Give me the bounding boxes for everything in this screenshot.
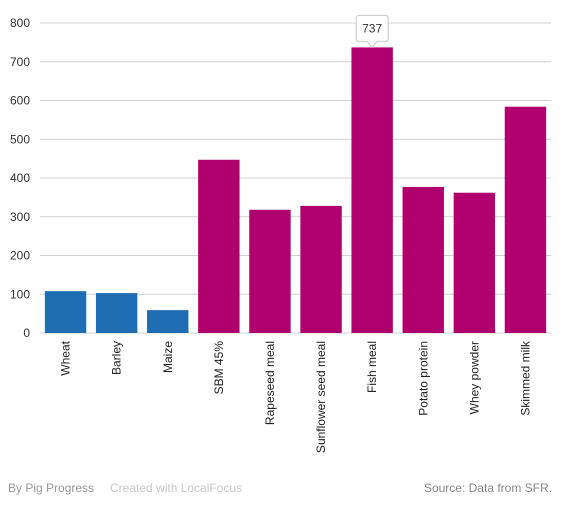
y-tick-label: 600 (10, 94, 30, 108)
bar[interactable] (504, 106, 547, 333)
y-axis-tick-labels: 0 100 200 300 400 500 600 700 800 (10, 16, 30, 340)
footer-created-link[interactable]: Created with LocalFocus (110, 481, 243, 495)
y-tick-label: 300 (10, 210, 30, 224)
bar[interactable] (402, 186, 444, 333)
x-axis-category-labels: Wheat Barley Maize SBM 45% Rapeseed meal Sunf… (59, 340, 533, 453)
y-tick-label: 500 (10, 132, 30, 146)
x-category-label: SBM 45% (212, 341, 226, 395)
y-tick-label: 100 (10, 287, 30, 301)
bar[interactable] (351, 47, 393, 333)
x-category-label: Maize (161, 341, 175, 373)
x-category-label: Potato protein (416, 341, 430, 416)
bar[interactable] (300, 205, 342, 333)
bar[interactable] (453, 192, 496, 333)
bar-chart: 0 100 200 300 400 500 600 700 800 Wheat Barley Mai… (10, 14, 551, 453)
bar[interactable] (147, 310, 189, 333)
bar[interactable] (198, 159, 240, 333)
x-category-label: Sunflower seed meal (314, 341, 328, 453)
x-category-label: Fish meal (365, 341, 379, 393)
bar[interactable] (44, 291, 87, 333)
tooltip-box (355, 14, 389, 49)
y-tick-label: 0 (23, 326, 30, 340)
tooltip: 737 (355, 14, 389, 49)
y-tick-label: 200 (10, 249, 30, 263)
tooltip-value: 737 (362, 21, 382, 35)
bars (44, 47, 547, 333)
x-category-label: Barley (110, 341, 124, 375)
y-tick-label: 700 (10, 55, 30, 69)
y-tick-label: 800 (10, 16, 30, 30)
footer-by-label: By Pig Progress (8, 481, 95, 495)
x-category-label: Skimmed milk (518, 340, 532, 416)
x-category-label: Rapeseed meal (263, 341, 277, 425)
bar[interactable] (95, 293, 138, 333)
bar[interactable] (249, 209, 291, 333)
x-category-label: Whey powder (467, 341, 481, 414)
x-category-label: Wheat (59, 340, 73, 375)
footer-source-label: Source: Data from SFR. (423, 481, 552, 495)
y-tick-label: 400 (10, 171, 30, 185)
